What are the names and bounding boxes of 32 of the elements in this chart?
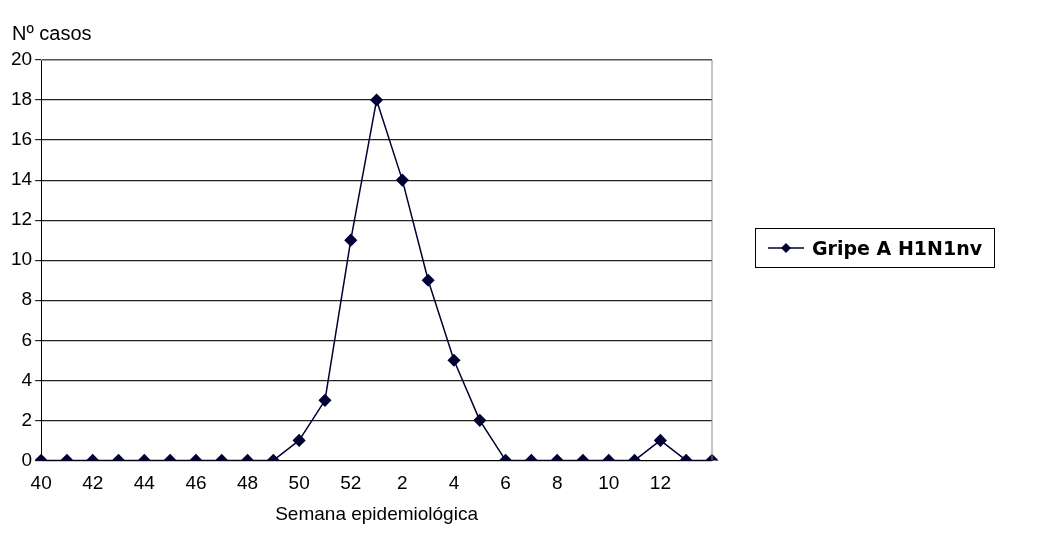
point xyxy=(421,273,435,287)
x-tick-label: 52 xyxy=(340,472,362,494)
x-tick-label: 42 xyxy=(82,472,104,494)
y-tick-label: 4 xyxy=(21,368,33,390)
x-tick-label: 12 xyxy=(649,472,671,494)
x-tick-label: 2 xyxy=(397,472,408,494)
y-tick-label: 16 xyxy=(10,128,33,150)
x-tick-label: 40 xyxy=(30,472,52,494)
y-axis-title: Nº casos xyxy=(12,22,92,45)
x-tick-label: 46 xyxy=(185,472,207,494)
y-tick-label: 0 xyxy=(21,448,33,470)
y-tick-label: 10 xyxy=(10,248,33,270)
y-tick-label: 6 xyxy=(21,328,33,350)
y-tick-label: 18 xyxy=(10,88,33,110)
y-tick-label: 8 xyxy=(21,288,33,310)
x-tick-label: 10 xyxy=(598,472,620,494)
y-tick-label: 14 xyxy=(10,168,33,190)
y-tick-label: 2 xyxy=(21,408,33,430)
legend-label: Gripe A H1N1nv xyxy=(812,237,983,259)
x-axis-title: Semana epidemiológica xyxy=(275,502,479,524)
point xyxy=(396,173,409,187)
point xyxy=(370,93,383,107)
x-tick-label: 48 xyxy=(236,472,259,494)
x-tick-label: 44 xyxy=(133,472,156,494)
x-tick-label: 50 xyxy=(288,472,310,494)
x-tick-label: 8 xyxy=(551,472,563,494)
y-tick-label: 12 xyxy=(10,208,33,230)
x-tick-label: 6 xyxy=(500,472,511,494)
point xyxy=(447,354,461,367)
y-tick-label: 20 xyxy=(10,48,33,70)
x-tick-label: 4 xyxy=(448,472,460,494)
point xyxy=(344,233,358,247)
